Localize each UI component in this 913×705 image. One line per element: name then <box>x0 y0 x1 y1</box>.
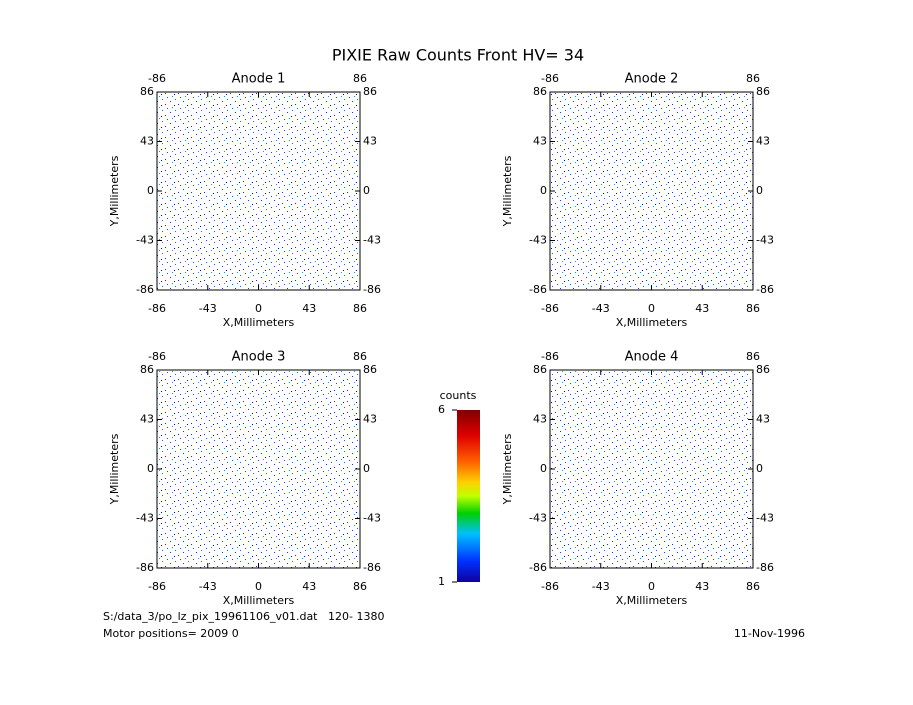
x-tick-label: 86 <box>746 580 760 593</box>
y-tick-label: -43 <box>136 234 154 247</box>
top-tick-label: -86 <box>541 72 559 85</box>
x-tick-label: 43 <box>695 302 709 315</box>
x-tick-label: -86 <box>148 302 166 315</box>
x-tick-label: 43 <box>695 580 709 593</box>
y-axis-label: Y,Millimeters <box>501 155 514 227</box>
x-tick-label: 86 <box>746 302 760 315</box>
y2-tick-label: 43 <box>756 135 770 148</box>
y-tick-label: -86 <box>136 561 154 574</box>
x-axis-label: X,Millimeters <box>616 316 688 329</box>
panel-title: Anode 4 <box>625 350 679 365</box>
y2-tick-label: 86 <box>363 363 377 376</box>
x-tick-label: 86 <box>353 580 367 593</box>
x-tick-label: 0 <box>255 302 262 315</box>
y2-tick-label: 0 <box>756 462 763 475</box>
x-axis-label: X,Millimeters <box>223 594 295 607</box>
plot-image <box>550 92 753 290</box>
y-tick-label: 43 <box>533 135 547 148</box>
y-tick-label: -86 <box>529 283 547 296</box>
file-info: S:/data_3/po_lz_pix_19961106_v01.dat 120… <box>103 610 384 623</box>
x-tick-label: 86 <box>353 302 367 315</box>
plot-image <box>550 370 753 568</box>
y2-tick-label: -43 <box>363 234 381 247</box>
x-tick-label: -86 <box>541 302 559 315</box>
top-tick-label: -86 <box>148 72 166 85</box>
y2-tick-label: 0 <box>756 184 763 197</box>
y-tick-label: -43 <box>529 234 547 247</box>
y-axis-label: Y,Millimeters <box>501 433 514 505</box>
top-tick-label: -86 <box>148 350 166 363</box>
top-tick-label: 86 <box>746 350 760 363</box>
plot-image <box>157 370 360 568</box>
x-axis-label: X,Millimeters <box>616 594 688 607</box>
x-axis-label: X,Millimeters <box>223 316 295 329</box>
x-tick-label: -43 <box>592 580 610 593</box>
x-tick-label: 0 <box>648 302 655 315</box>
y2-tick-label: -43 <box>756 512 774 525</box>
panel-title: Anode 2 <box>625 72 679 87</box>
y2-tick-label: 0 <box>363 462 370 475</box>
top-tick-label: 86 <box>353 72 367 85</box>
y-tick-label: 86 <box>140 85 154 98</box>
y-tick-label: 0 <box>540 184 547 197</box>
y2-tick-label: 0 <box>363 184 370 197</box>
colorbar-label: counts <box>440 389 477 402</box>
y2-tick-label: 43 <box>363 135 377 148</box>
top-tick-label: -86 <box>541 350 559 363</box>
panel-title: Anode 1 <box>232 72 286 87</box>
y-axis-label: Y,Millimeters <box>108 155 121 227</box>
x-tick-label: -43 <box>199 302 217 315</box>
y-tick-label: -86 <box>136 283 154 296</box>
y2-tick-label: 86 <box>756 85 770 98</box>
x-tick-label: -43 <box>199 580 217 593</box>
chart-title: PIXIE Raw Counts Front HV= 34 <box>332 46 584 65</box>
y-tick-label: 43 <box>533 413 547 426</box>
x-tick-label: 0 <box>648 580 655 593</box>
x-tick-label: 0 <box>255 580 262 593</box>
x-tick-label: -86 <box>541 580 559 593</box>
panel-title: Anode 3 <box>232 350 286 365</box>
y2-tick-label: -86 <box>363 283 381 296</box>
y2-tick-label: -86 <box>363 561 381 574</box>
colorbar-tick-label: 1 <box>438 575 445 588</box>
y-tick-label: 0 <box>147 184 154 197</box>
y-axis-label: Y,Millimeters <box>108 433 121 505</box>
y-tick-label: 86 <box>140 363 154 376</box>
plot-image <box>157 92 360 290</box>
y2-tick-label: -43 <box>363 512 381 525</box>
y-tick-label: -86 <box>529 561 547 574</box>
y-tick-label: 43 <box>140 135 154 148</box>
y2-tick-label: -86 <box>756 561 774 574</box>
motor-info: Motor positions= 2009 0 <box>103 627 239 640</box>
x-tick-label: -86 <box>148 580 166 593</box>
x-tick-label: 43 <box>302 580 316 593</box>
y-tick-label: 86 <box>533 85 547 98</box>
y2-tick-label: 43 <box>363 413 377 426</box>
y-tick-label: -43 <box>529 512 547 525</box>
y2-tick-label: 86 <box>363 85 377 98</box>
x-tick-label: 43 <box>302 302 316 315</box>
y-tick-label: 0 <box>147 462 154 475</box>
y2-tick-label: -86 <box>756 283 774 296</box>
y2-tick-label: -43 <box>756 234 774 247</box>
top-tick-label: 86 <box>746 72 760 85</box>
y2-tick-label: 86 <box>756 363 770 376</box>
date: 11-Nov-1996 <box>734 627 805 640</box>
y-tick-label: 86 <box>533 363 547 376</box>
y-tick-label: 0 <box>540 462 547 475</box>
colorbar <box>457 410 480 582</box>
y2-tick-label: 43 <box>756 413 770 426</box>
x-tick-label: -43 <box>592 302 610 315</box>
y-tick-label: 43 <box>140 413 154 426</box>
colorbar-tick-label: 6 <box>438 403 445 416</box>
y-tick-label: -43 <box>136 512 154 525</box>
top-tick-label: 86 <box>353 350 367 363</box>
